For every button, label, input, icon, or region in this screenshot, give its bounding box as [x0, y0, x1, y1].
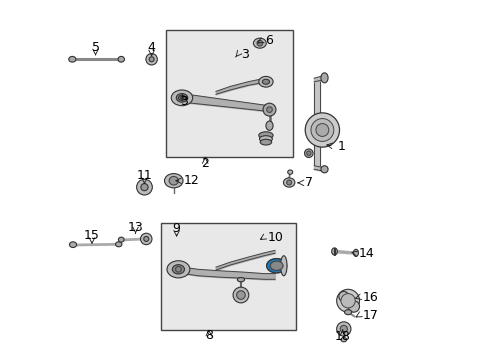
Circle shape: [306, 151, 310, 156]
Text: 7: 7: [304, 176, 312, 189]
Ellipse shape: [262, 79, 269, 84]
Text: 1: 1: [337, 140, 345, 153]
Circle shape: [233, 287, 248, 303]
Text: 8: 8: [204, 329, 212, 342]
Bar: [165, 30, 292, 157]
Circle shape: [305, 113, 339, 147]
Ellipse shape: [265, 121, 272, 130]
Circle shape: [263, 103, 275, 116]
Circle shape: [145, 54, 157, 65]
Circle shape: [310, 118, 333, 141]
Circle shape: [315, 123, 328, 136]
Ellipse shape: [253, 38, 266, 48]
Circle shape: [175, 266, 181, 272]
Ellipse shape: [178, 95, 185, 100]
Ellipse shape: [69, 242, 77, 248]
Circle shape: [338, 292, 348, 301]
Circle shape: [336, 322, 350, 336]
Ellipse shape: [320, 166, 327, 173]
Ellipse shape: [283, 178, 294, 187]
Ellipse shape: [118, 237, 124, 242]
Text: 2: 2: [201, 157, 209, 170]
Circle shape: [340, 294, 354, 308]
Ellipse shape: [115, 242, 122, 247]
Text: 5: 5: [91, 41, 100, 54]
Circle shape: [136, 179, 152, 195]
Ellipse shape: [172, 265, 184, 274]
Text: 3: 3: [180, 95, 187, 108]
Ellipse shape: [353, 249, 358, 256]
Ellipse shape: [166, 261, 189, 278]
Ellipse shape: [331, 248, 337, 255]
Text: 9: 9: [172, 222, 180, 235]
Text: 12: 12: [183, 174, 199, 187]
Ellipse shape: [258, 76, 272, 87]
Ellipse shape: [171, 90, 192, 106]
Circle shape: [141, 184, 148, 191]
Text: 14: 14: [358, 247, 374, 260]
Ellipse shape: [280, 256, 286, 276]
Circle shape: [140, 233, 152, 245]
Ellipse shape: [287, 170, 292, 174]
Ellipse shape: [169, 176, 178, 185]
Ellipse shape: [266, 258, 286, 273]
Ellipse shape: [69, 57, 76, 62]
Circle shape: [236, 291, 244, 299]
Circle shape: [266, 107, 272, 112]
Ellipse shape: [176, 94, 187, 102]
Ellipse shape: [258, 132, 272, 139]
Circle shape: [286, 180, 291, 185]
Ellipse shape: [118, 57, 124, 62]
Ellipse shape: [259, 136, 272, 142]
Text: 16: 16: [363, 291, 378, 304]
Circle shape: [304, 149, 312, 157]
Ellipse shape: [320, 73, 327, 83]
Text: 10: 10: [267, 231, 283, 244]
Circle shape: [340, 325, 346, 333]
Circle shape: [347, 301, 359, 312]
Text: 15: 15: [84, 229, 100, 242]
Text: 13: 13: [127, 221, 143, 234]
Ellipse shape: [164, 174, 183, 188]
Circle shape: [336, 289, 359, 312]
Ellipse shape: [237, 278, 244, 282]
Ellipse shape: [266, 258, 286, 273]
Circle shape: [143, 237, 148, 242]
Bar: [160, 223, 296, 330]
Ellipse shape: [270, 261, 283, 270]
Text: 18: 18: [334, 330, 350, 343]
Bar: [333, 248, 335, 255]
Text: 11: 11: [136, 169, 152, 182]
Text: 4: 4: [147, 41, 155, 54]
Ellipse shape: [340, 338, 346, 342]
Text: 17: 17: [363, 309, 378, 321]
Text: 6: 6: [264, 34, 272, 47]
Circle shape: [149, 57, 154, 62]
Circle shape: [257, 40, 262, 46]
Ellipse shape: [344, 310, 351, 315]
Text: 3: 3: [241, 49, 248, 62]
Ellipse shape: [180, 96, 183, 99]
Ellipse shape: [260, 139, 271, 145]
